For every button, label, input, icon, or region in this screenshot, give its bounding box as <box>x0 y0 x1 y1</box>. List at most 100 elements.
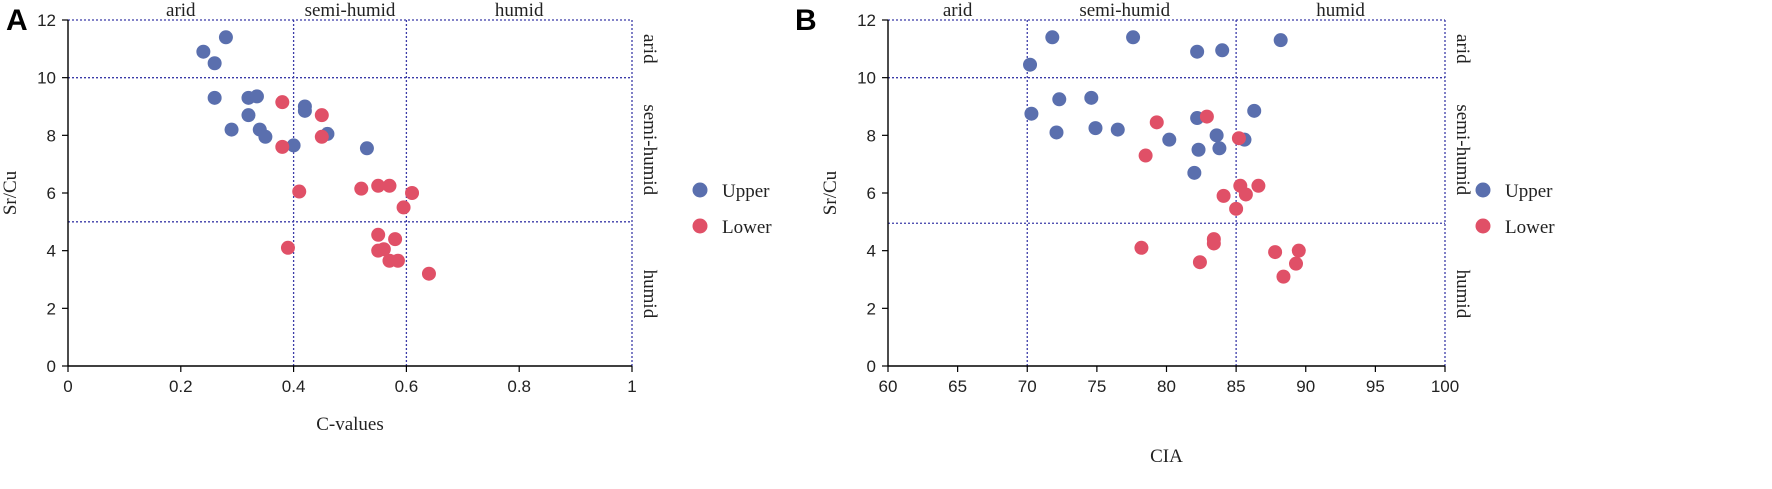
legend-marker-upper <box>1475 182 1491 198</box>
x-tick-label: 0.4 <box>282 377 306 396</box>
x-tick-label: 95 <box>1366 377 1385 396</box>
right-zone-label: semi-humid <box>639 104 660 195</box>
data-point-upper <box>1187 165 1202 180</box>
data-point-lower <box>354 181 369 196</box>
x-tick-label: 0.2 <box>169 377 193 396</box>
y-tick-label: 12 <box>37 11 56 30</box>
y-tick-label: 6 <box>867 184 876 203</box>
y-tick-label: 8 <box>867 126 876 145</box>
data-point-upper <box>218 30 233 45</box>
data-point-lower <box>371 178 386 193</box>
right-zone-label: semi-humid <box>1452 104 1473 195</box>
top-zone-label: arid <box>943 0 973 21</box>
legend: Upper Lower <box>1475 181 1555 238</box>
panel-label: B <box>795 4 817 37</box>
data-point-lower <box>1229 201 1244 216</box>
data-point-upper <box>297 103 312 118</box>
series-lower <box>275 95 436 281</box>
data-point-lower <box>275 139 290 154</box>
x-tick-label: 100 <box>1431 377 1459 396</box>
right-zone-label: humid <box>639 270 660 319</box>
series-upper <box>196 30 374 156</box>
series-upper <box>1023 30 1288 180</box>
legend-marker-lower <box>1475 218 1491 234</box>
x-tick-label: 70 <box>1018 377 1037 396</box>
y-axis-title: Sr/Cu <box>0 170 21 215</box>
data-point-upper <box>1023 57 1038 72</box>
chart-panel-b: B 0 2 4 6 8 10 12 60 65 70 75 80 85 90 95 100 CIA Sr/Cu ari… <box>795 0 1555 467</box>
data-point-lower <box>1216 188 1231 203</box>
y-tick-label: 6 <box>47 184 56 203</box>
data-point-upper <box>224 122 239 137</box>
legend-marker-lower <box>692 218 708 234</box>
data-point-lower <box>1134 240 1149 255</box>
data-point-lower <box>275 95 290 110</box>
data-point-upper <box>359 141 374 156</box>
x-tick-label: 1 <box>627 377 636 396</box>
legend-label-upper: Upper <box>1505 181 1553 202</box>
data-point-lower <box>405 186 420 200</box>
data-point-lower <box>388 232 403 247</box>
data-point-upper <box>1190 44 1205 59</box>
data-point-upper <box>1084 90 1099 105</box>
y-tick-label: 0 <box>867 357 876 376</box>
y-tick-label: 10 <box>37 69 56 88</box>
data-point-upper <box>1088 121 1103 136</box>
data-point-upper <box>196 44 211 59</box>
data-point-upper <box>1045 30 1060 45</box>
x-tick-label: 60 <box>879 377 898 396</box>
data-point-upper <box>207 56 222 71</box>
y-tick-label: 12 <box>857 11 876 30</box>
data-point-upper <box>1162 132 1177 147</box>
x-tick-label: 65 <box>948 377 967 396</box>
data-point-lower <box>1199 109 1214 124</box>
data-point-lower <box>396 200 411 215</box>
data-point-lower <box>314 108 329 123</box>
data-point-lower <box>421 266 436 281</box>
top-zone-label: arid <box>166 0 196 21</box>
top-zone-label: humid <box>495 0 544 21</box>
x-tick-label: 85 <box>1227 377 1246 396</box>
legend-label-lower: Lower <box>722 217 772 238</box>
x-tick-label: 90 <box>1296 377 1315 396</box>
data-point-upper <box>207 90 222 105</box>
data-point-upper <box>1209 128 1224 143</box>
data-point-lower <box>1138 148 1153 163</box>
data-point-upper <box>1126 30 1141 45</box>
data-point-lower <box>1268 245 1283 260</box>
x-tick-label: 0.8 <box>507 377 531 396</box>
right-zone-label: humid <box>1452 270 1473 319</box>
y-axis-title: Sr/Cu <box>820 170 841 215</box>
y-tick-label: 0 <box>47 357 56 376</box>
data-point-upper <box>1215 43 1230 58</box>
y-tick-label: 4 <box>47 242 56 261</box>
data-point-lower <box>1276 269 1291 284</box>
right-zone-label: arid <box>639 34 660 64</box>
legend: Upper Lower <box>692 181 772 238</box>
data-point-upper <box>1273 33 1288 48</box>
data-point-lower <box>1231 131 1246 146</box>
top-zone-label: semi-humid <box>305 0 396 21</box>
y-tick-label: 4 <box>867 242 876 261</box>
data-point-lower <box>1149 115 1164 130</box>
data-point-upper <box>286 138 301 153</box>
series-lower <box>1134 109 1306 284</box>
data-point-upper <box>1212 141 1227 156</box>
y-tick-label: 10 <box>857 69 876 88</box>
x-axis-title: C-values <box>316 414 384 435</box>
data-point-upper <box>1052 92 1067 107</box>
y-tick-label: 2 <box>47 299 56 318</box>
x-tick-label: 0.6 <box>395 377 419 396</box>
x-tick-label: 80 <box>1157 377 1176 396</box>
y-tick-label: 8 <box>47 126 56 145</box>
x-axis-title: CIA <box>1150 446 1183 467</box>
right-zone-label: arid <box>1452 34 1473 64</box>
chart-panel-a: A 0 2 4 6 8 10 12 0 0.2 0.4 0.6 0.8 1 C-values Sr/Cu ari… <box>0 0 772 435</box>
data-point-upper <box>258 129 273 144</box>
data-point-lower <box>1291 243 1306 258</box>
data-point-lower <box>292 184 307 199</box>
data-point-lower <box>314 129 329 144</box>
panel-label: A <box>6 4 28 37</box>
data-point-upper <box>1024 106 1039 121</box>
